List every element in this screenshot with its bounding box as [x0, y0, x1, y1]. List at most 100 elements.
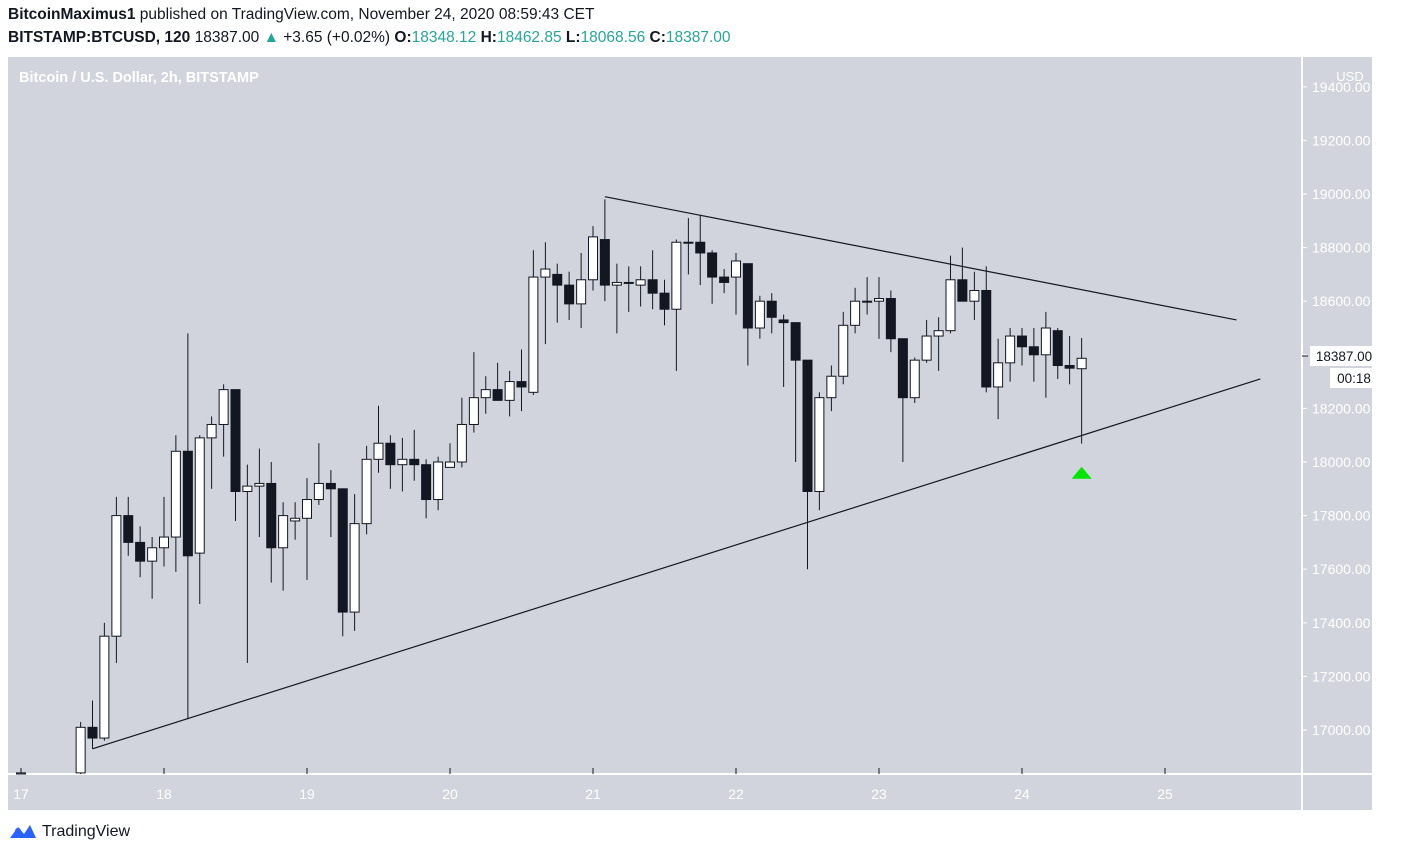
- candle: [707, 250, 718, 304]
- candle: [349, 494, 360, 631]
- y-tick-label: 19200.00: [1312, 132, 1371, 148]
- candle-body-down: [266, 482, 277, 549]
- candle: [325, 470, 336, 538]
- markers-layer: [1071, 466, 1092, 479]
- candle: [254, 448, 265, 538]
- candle: [1076, 337, 1087, 444]
- candle: [278, 502, 289, 591]
- candle-body-up: [921, 335, 932, 361]
- candle-body-down: [516, 381, 527, 388]
- candle: [766, 293, 777, 334]
- candle: [599, 199, 610, 302]
- candle: [385, 435, 396, 489]
- descending-resistance-trendline[interactable]: [604, 196, 1237, 321]
- candle: [337, 488, 348, 637]
- y-tick-label: 17400.00: [1312, 615, 1371, 631]
- candle-body-up: [671, 241, 682, 310]
- candle-body-up: [242, 485, 253, 492]
- candle-body-down: [385, 442, 396, 466]
- candle: [885, 290, 896, 353]
- candles-layer: [16, 199, 1087, 775]
- open-value: 18348.12: [411, 29, 477, 46]
- candle: [647, 250, 658, 310]
- candle: [790, 322, 801, 462]
- candle: [123, 496, 134, 556]
- candle: [695, 215, 706, 286]
- trendlines-layer[interactable]: [92, 196, 1261, 750]
- candle-body-down: [885, 298, 896, 340]
- candle-body-up: [683, 241, 694, 244]
- candle-body-up: [397, 458, 408, 466]
- candle-body-down: [790, 322, 801, 361]
- candle-body-down: [1064, 365, 1075, 369]
- chart-title: Bitcoin / U.S. Dollar, 2h, BITSTAMP: [19, 70, 259, 86]
- candle-body-up: [468, 397, 479, 425]
- candle-body-down: [981, 289, 992, 388]
- candle: [576, 252, 587, 328]
- candle: [421, 459, 432, 519]
- candle: [742, 263, 753, 366]
- candle-body-down: [87, 726, 98, 739]
- candle-body-up: [504, 381, 515, 401]
- x-tick-label: 25: [1157, 786, 1173, 802]
- candle: [993, 338, 1004, 420]
- y-tick-label: 19400.00: [1312, 79, 1371, 95]
- candle-body-down: [957, 279, 968, 302]
- candle-body-up: [1040, 327, 1051, 356]
- low-label: L:: [565, 29, 581, 46]
- ascending-support-trendline[interactable]: [92, 378, 1261, 750]
- candle: [182, 333, 193, 720]
- brand-name: TradingView: [42, 823, 131, 840]
- candle-body-down: [647, 279, 658, 294]
- y-tick-label: 18000.00: [1312, 454, 1371, 470]
- high-value: 18462.85: [496, 29, 562, 46]
- candle: [290, 502, 301, 540]
- candle-body-up: [456, 423, 467, 463]
- candle: [516, 349, 527, 412]
- candle: [552, 263, 563, 323]
- candle: [611, 263, 622, 334]
- candle: [874, 277, 884, 339]
- candle-body-up: [814, 397, 825, 492]
- candle-body-down: [123, 515, 134, 543]
- candle-body-up: [635, 279, 646, 286]
- y-tick-label: 18800.00: [1312, 240, 1371, 256]
- candle: [480, 376, 491, 414]
- y-tick-label: 19000.00: [1312, 186, 1371, 202]
- candle: [1064, 336, 1075, 385]
- candle-body-down: [409, 458, 420, 466]
- candle-body-down: [897, 338, 908, 399]
- candle: [921, 319, 932, 363]
- high-label: H:: [480, 29, 497, 46]
- candle-body-up: [206, 423, 217, 439]
- candle-body-up: [826, 375, 837, 399]
- candle: [564, 271, 575, 320]
- candle-body-down: [766, 300, 777, 318]
- candle-body-up: [302, 499, 312, 519]
- candle: [635, 266, 646, 307]
- candle: [16, 770, 26, 775]
- time-axis[interactable]: 17 18 19 20 21 22 23 24 25: [13, 768, 1173, 802]
- candle-body-up: [909, 359, 920, 399]
- candle: [504, 370, 515, 417]
- candle: [170, 435, 181, 572]
- candle: [814, 392, 825, 511]
- candle: [1052, 328, 1063, 379]
- candle-body-up: [278, 515, 289, 549]
- open-label: O:: [394, 29, 412, 46]
- candle-body-up: [874, 298, 884, 302]
- candle-body-up: [194, 437, 205, 554]
- candle: [540, 242, 551, 345]
- candle: [206, 416, 217, 489]
- candle: [588, 226, 598, 291]
- price-axis[interactable]: 17000.00 17200.00 17400.00 17600.00 17800.00…: [1302, 79, 1371, 738]
- candle-body-up: [254, 482, 265, 487]
- published-text: published on TradingView.com, November 2…: [139, 6, 595, 23]
- candle: [528, 250, 539, 395]
- candle: [266, 462, 277, 583]
- candle: [409, 429, 420, 481]
- author-name[interactable]: BitcoinMaximus1: [8, 6, 136, 23]
- tradingview-brand[interactable]: TradingView: [8, 822, 130, 842]
- symbol-label: BITSTAMP:BTCUSD, 120: [8, 29, 191, 46]
